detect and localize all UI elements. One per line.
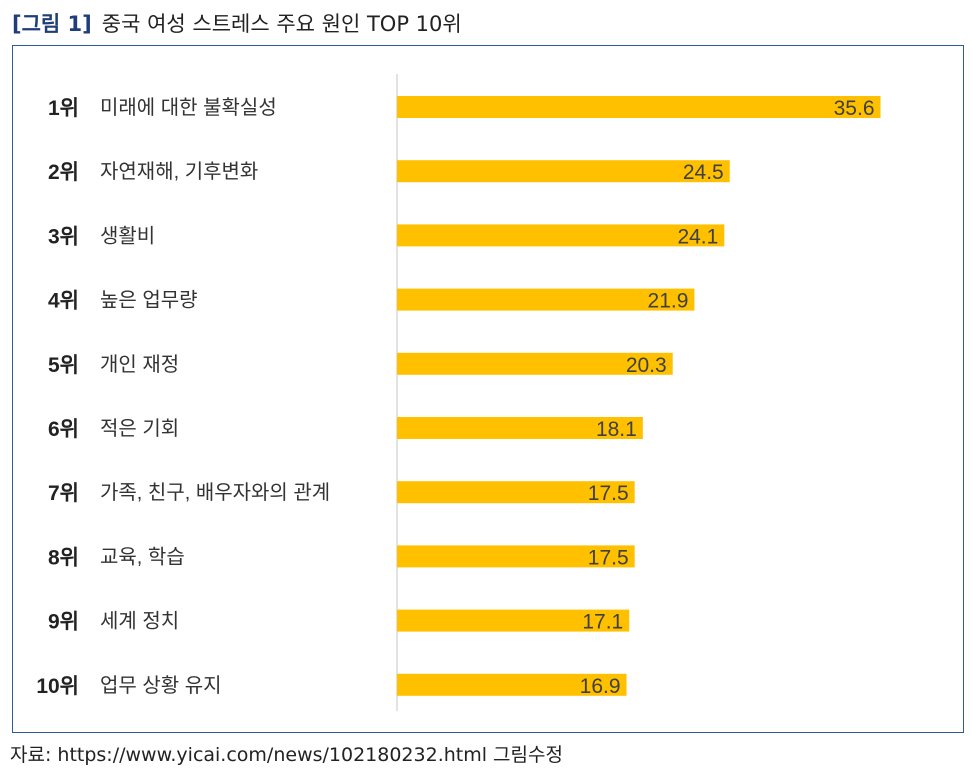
value-label-8: 17.5: [588, 546, 629, 569]
rank-label-6: 6위: [48, 418, 79, 441]
category-label-4: 높은 업무량: [100, 289, 198, 312]
bar-10: [397, 673, 627, 696]
value-label-6: 18.1: [596, 418, 637, 441]
value-label-5: 20.3: [626, 354, 667, 377]
rank-label-2: 2위: [48, 161, 79, 184]
bar-5: [397, 352, 673, 375]
bar-8: [397, 545, 635, 568]
value-label-10: 16.9: [580, 675, 621, 698]
bar-9: [397, 609, 630, 632]
rank-label-9: 9위: [48, 611, 79, 634]
bar-4: [397, 288, 695, 311]
rank-label-4: 4위: [48, 290, 79, 313]
value-label-1: 35.6: [834, 97, 875, 120]
bar-6: [397, 417, 643, 439]
category-label-8: 교육, 학습: [100, 545, 185, 568]
value-label-2: 24.5: [683, 161, 724, 184]
value-label-7: 17.5: [588, 482, 629, 505]
rank-label-8: 8위: [48, 546, 79, 569]
bar-chart: 1위 미래에 대한 불확실성 35.6 2위 자연재해, 기후변화 24.5 3위 생활비 24…: [36, 74, 881, 711]
category-label-7: 가족, 친구, 배우자와의 관계: [100, 481, 330, 504]
rank-label-5: 5위: [48, 354, 79, 377]
figure-number: [그림 1]: [12, 12, 92, 36]
category-label-6: 적은 기회: [100, 417, 179, 440]
bar-7: [397, 481, 635, 504]
category-label-9: 세계 정치: [100, 610, 179, 633]
bar-2: [397, 160, 730, 183]
source-note: 자료: https://www.yicai.com/news/102180232…: [10, 744, 563, 766]
rank-label-10: 10위: [36, 675, 79, 698]
figure-title-text: 중국 여성 스트레스 주요 원인 TOP 10위: [101, 12, 462, 36]
category-label-10: 업무 상황 유지: [100, 674, 222, 697]
rank-label-1: 1위: [48, 97, 79, 120]
rank-label-3: 3위: [48, 225, 79, 248]
bar-1: [397, 96, 881, 118]
value-label-3: 24.1: [677, 225, 718, 248]
value-label-4: 21.9: [648, 290, 689, 313]
bar-3: [397, 224, 725, 247]
value-label-9: 17.1: [582, 611, 623, 634]
chart-frame: 1위 미래에 대한 불확실성 35.6 2위 자연재해, 기후변화 24.5 3위 생활비 24…: [12, 45, 964, 733]
rank-label-7: 7위: [48, 482, 79, 505]
category-label-1: 미래에 대한 불확실성: [100, 96, 277, 119]
category-label-2: 자연재해, 기후변화: [100, 160, 258, 183]
category-label-3: 생활비: [100, 224, 155, 247]
category-label-5: 개인 재정: [100, 353, 179, 376]
figure-title: [그림 1] 중국 여성 스트레스 주요 원인 TOP 10위: [12, 9, 462, 39]
